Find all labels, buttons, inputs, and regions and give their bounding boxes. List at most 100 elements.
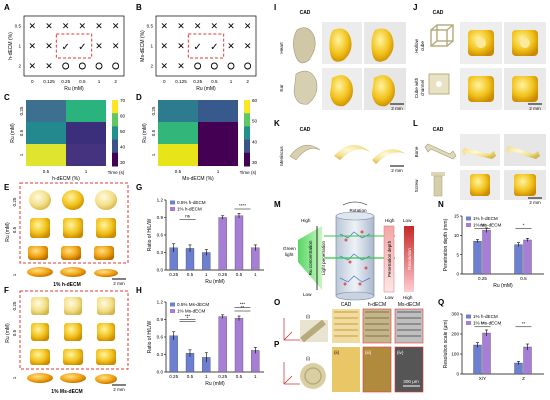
panel-b-printability-grid: ✕ ✕ ✕ ✕ ✕ ✕ ✕ ✕ ✓ ✓ ✕ ✕ ✕ ✕ 0.5 1 2 0 0.125 0.25 0.5 1 2 Ru (mM… <box>140 15 257 92</box>
panel-f-highlight-box <box>19 290 129 370</box>
check-mark: ✓ <box>78 42 86 53</box>
y-axis-label: Ru (mM) <box>142 123 148 143</box>
x-axis-label: Ru (mM) <box>196 86 216 92</box>
x-tick-label: 0.25 <box>218 272 227 277</box>
panel-f-caption: 1% Ms-dECM <box>51 389 82 395</box>
panel-label-m: M <box>274 200 281 209</box>
panel-label-h: H <box>136 286 142 295</box>
bar <box>514 244 523 275</box>
panel-l-row-screw: Screw <box>414 179 419 192</box>
m-right-high-bottom: High <box>403 295 413 300</box>
colorbar-tick: 50 <box>120 129 126 134</box>
axis-icon <box>283 318 300 341</box>
cross-mark: ✕ <box>95 22 103 32</box>
axis-icon <box>283 362 300 385</box>
colorbar-tick: 60 <box>120 114 126 119</box>
significance-label: ns <box>185 214 191 219</box>
check-mark: ✓ <box>61 42 69 53</box>
heatmap-cell <box>26 122 66 144</box>
y-tick-label: 1.2 <box>157 198 164 203</box>
colorbar-segment <box>112 152 118 167</box>
check-mark: ✓ <box>210 42 218 53</box>
panel-label-b: B <box>136 3 142 12</box>
panel-p-scale: 300 μm <box>403 379 419 384</box>
panel-o-images: CAD h-dECM Ms-dECM (i) <box>283 302 424 344</box>
y-tick-label: 100 <box>451 352 459 357</box>
heatmap-cell <box>66 144 106 166</box>
legend-swatch <box>170 207 175 211</box>
panel-label-n: N <box>438 200 444 209</box>
resolution-bar <box>404 226 414 292</box>
panel-j-row-hollow-cube-1: Hollow <box>414 38 419 52</box>
bar <box>482 230 491 275</box>
cross-mark: ✕ <box>244 42 252 52</box>
heatmap-cell <box>198 122 238 144</box>
y-tick-label: 200 <box>451 332 459 337</box>
panel-j-cad-label: CAD <box>433 10 444 16</box>
legend-label: 1% h-dECM <box>473 216 498 221</box>
colorbar-segment <box>112 113 118 127</box>
grid-frame <box>23 15 125 77</box>
y-axis-label: Penetration depth (mm) <box>443 218 449 271</box>
x-tick-label: 1 <box>217 169 220 174</box>
panel-e-highlight-box <box>19 182 129 264</box>
bar <box>234 215 244 271</box>
bar <box>218 217 227 271</box>
x-tick-label: 0.25 <box>478 276 487 281</box>
panel-p-sub-iv: (iv) <box>397 350 404 355</box>
heatmap-cell <box>158 100 198 122</box>
heatmap-cell <box>26 144 66 166</box>
y-axis-label: Ru (mM) <box>10 123 16 143</box>
gel-sample <box>30 349 116 365</box>
panel-l-cad-label: CAD <box>433 127 444 133</box>
panel-j-prints: CAD Hollow cube Cube with channel 2 mm <box>414 10 546 111</box>
x-tick-label: 0.25 <box>218 374 227 379</box>
panel-p-sub-iii: (iii) <box>365 350 372 355</box>
cross-mark: ✕ <box>177 62 185 72</box>
panel-e-ylabel: Ru (mM) <box>5 222 11 242</box>
panel-d-heatmap: 0.250.510.5 1Ms-dECM (%)Ru (mM)60504030Ti… <box>142 98 258 182</box>
colorbar-title: Time (s) <box>240 170 257 175</box>
panel-label-d: D <box>136 93 142 102</box>
cross-mark: ✕ <box>227 22 235 32</box>
x-axis-label: Ms-dECM (%) <box>182 176 214 182</box>
msdecm-disc-microscopy <box>394 346 424 393</box>
x-tick-label: 2 <box>246 79 249 84</box>
panel-o-col-msdecm: Ms-dECM <box>398 302 420 308</box>
panel-label-a: A <box>4 3 10 12</box>
y-tick-label: 0.6 <box>157 233 164 238</box>
x-tick-label: 0.5 <box>236 374 243 379</box>
cross-mark: ✕ <box>45 42 53 52</box>
green-light-label-1: Green <box>283 246 296 251</box>
cross-mark: ✕ <box>161 22 169 32</box>
ear-cad-model <box>293 70 318 105</box>
legend-label: 1% Ms-dECM <box>473 321 502 326</box>
channel-cube-cad-model <box>428 73 450 95</box>
panel-k-scale: 2 mm <box>391 168 403 173</box>
cross-mark: ✕ <box>194 22 202 32</box>
bar <box>251 350 260 373</box>
m-left-axis-light: Light penetration <box>321 240 326 275</box>
panel-f-ylabel: Ru (mM) <box>5 323 11 343</box>
x-tick-label: 0.5 <box>236 272 243 277</box>
panel-p-sub-i: (i) <box>306 356 311 361</box>
colorbar-tick: 40 <box>252 139 258 144</box>
highlight-box <box>55 33 93 59</box>
bar <box>473 344 482 375</box>
x-tick-label: 1 <box>85 169 88 174</box>
cross-mark: ✕ <box>45 62 53 72</box>
cross-mark: ✕ <box>29 22 37 32</box>
cross-mark: ✕ <box>45 22 53 32</box>
panel-label-o: O <box>274 298 280 307</box>
circle-mark <box>194 62 202 70</box>
cross-mark: ✕ <box>177 22 185 32</box>
y-tick-label: 5 <box>456 252 459 257</box>
panel-label-k: K <box>274 119 280 128</box>
m-right-low: Low <box>403 218 412 223</box>
x-tick-label: 1 <box>230 79 233 84</box>
y-tick-label: 1 <box>151 153 156 156</box>
gel-sample <box>30 218 116 238</box>
x-axis-label: Ru (mM) <box>205 279 225 285</box>
colorbar-segment <box>244 126 250 141</box>
